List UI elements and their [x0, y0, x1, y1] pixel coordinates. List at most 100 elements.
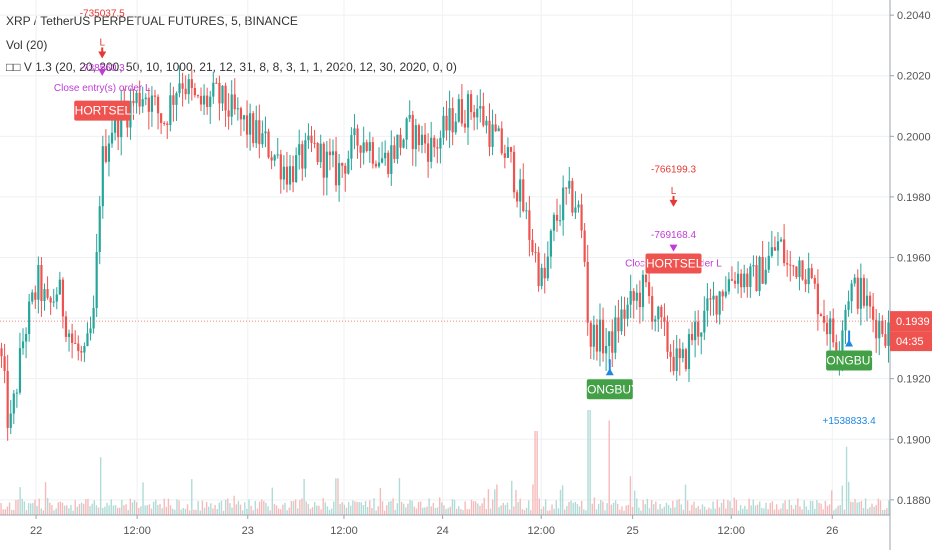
candle-body	[390, 145, 393, 175]
volume-bar	[36, 506, 38, 515]
candle-body	[95, 251, 98, 308]
candle-body	[202, 95, 206, 105]
volume-bar	[324, 502, 326, 515]
volume-bar	[277, 508, 280, 515]
volume-bar	[0, 503, 2, 515]
volume-bar	[148, 504, 151, 515]
volume-bar	[290, 501, 293, 515]
volume-bar	[818, 502, 820, 515]
volume-bar	[850, 501, 852, 515]
candle-body	[568, 180, 571, 189]
candle-body	[46, 289, 49, 298]
volume-bar	[712, 501, 714, 515]
volume-bar	[828, 504, 831, 515]
candle-body	[516, 192, 519, 202]
candle-body	[325, 151, 328, 178]
candle-body	[242, 115, 246, 120]
volume-bar	[841, 485, 844, 515]
candle-body	[71, 333, 74, 343]
volume-bar	[307, 503, 310, 515]
candle-body	[850, 283, 853, 302]
volume-bar	[472, 501, 475, 515]
volume-legend[interactable]: Vol (20)	[6, 38, 48, 52]
candle-body	[264, 131, 267, 134]
candle-body	[743, 273, 746, 288]
volume-bar	[782, 503, 784, 515]
candle-body	[301, 144, 304, 169]
volume-bar	[313, 502, 316, 515]
volume-bar	[534, 431, 536, 515]
volume-bar	[379, 487, 382, 515]
volume-bar	[280, 509, 282, 515]
candle-body	[49, 297, 52, 303]
candle-body	[433, 137, 436, 148]
candle-body	[224, 85, 227, 111]
volume-bar	[87, 498, 89, 515]
volume-bar	[316, 505, 318, 515]
down-arrow-icon	[98, 51, 107, 59]
y-tick-label: 0.1900	[897, 434, 931, 446]
volume-bar	[161, 508, 163, 515]
candle-body	[875, 319, 878, 339]
candle-body	[856, 277, 859, 309]
volume-bar	[742, 508, 744, 515]
x-tick-label: 12:00	[717, 525, 745, 537]
volume-bar	[593, 497, 596, 515]
candle-body	[476, 108, 479, 118]
candle-body	[233, 94, 236, 110]
volume-bar	[110, 499, 112, 515]
volume-bar	[551, 504, 553, 515]
volume-bar	[102, 507, 104, 515]
volume-bar	[578, 506, 581, 515]
volume-bar	[455, 508, 458, 515]
candle-body	[236, 108, 239, 110]
volume-bar	[415, 508, 418, 515]
candle-body	[0, 348, 3, 357]
candle-body	[451, 108, 454, 133]
volume-bar	[695, 507, 697, 515]
volume-bar	[640, 510, 642, 515]
volume-bar	[752, 499, 755, 515]
candle-body	[466, 94, 470, 128]
volume-bar	[769, 502, 771, 515]
candle-body	[678, 348, 681, 359]
volume-bar	[884, 509, 886, 515]
candle-body	[347, 158, 350, 174]
candle-body	[700, 332, 703, 337]
candle-body	[374, 163, 378, 167]
candle-body	[384, 152, 387, 159]
volume-bar	[138, 507, 140, 515]
volume-bar	[686, 500, 689, 515]
volume-bar	[638, 507, 640, 515]
volume-bar	[602, 501, 604, 515]
volume-bar	[807, 509, 810, 515]
volume-bar	[862, 507, 865, 515]
volume-bar	[99, 457, 102, 515]
volume-bar	[672, 500, 674, 515]
volume-bar	[523, 510, 526, 515]
candle-body	[120, 104, 123, 138]
candle-body	[37, 264, 40, 300]
volume-bar	[750, 505, 752, 515]
volume-bar	[451, 499, 454, 515]
volume-bar	[23, 501, 26, 515]
candle-body	[206, 95, 209, 107]
candle-body	[503, 153, 506, 158]
volume-bar	[803, 500, 805, 515]
volume-bar	[716, 499, 718, 515]
candle-body	[430, 137, 433, 162]
candle-body	[509, 147, 513, 152]
volume-bar	[405, 507, 407, 515]
candle-body	[792, 265, 795, 267]
volume-bar	[30, 503, 32, 515]
volume-bar	[133, 500, 136, 515]
candle-body	[884, 334, 887, 346]
candle-body	[611, 331, 614, 353]
candle-body	[721, 291, 724, 297]
volume-bar	[508, 509, 511, 515]
volume-bar	[572, 503, 574, 515]
volume-bar	[155, 499, 157, 515]
candle-body	[647, 282, 651, 297]
candle-body	[448, 108, 451, 131]
